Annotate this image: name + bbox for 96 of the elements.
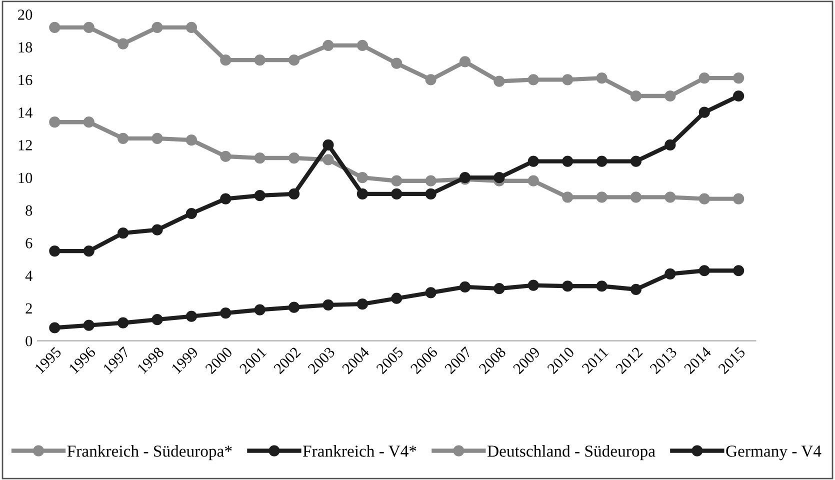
point xyxy=(118,38,129,50)
y-tick-label: 0 xyxy=(26,336,32,346)
point xyxy=(118,317,129,328)
point xyxy=(528,175,539,186)
point xyxy=(83,245,94,257)
point xyxy=(733,265,744,276)
y-tick-label: 16 xyxy=(18,74,32,86)
point xyxy=(494,283,505,294)
y-tick-label: 6 xyxy=(26,238,32,248)
point xyxy=(425,74,436,86)
point xyxy=(152,22,163,34)
point xyxy=(322,154,334,166)
point xyxy=(49,22,60,34)
point xyxy=(698,265,710,276)
point xyxy=(459,56,471,68)
point xyxy=(630,90,642,102)
point xyxy=(288,188,300,200)
point xyxy=(49,322,60,334)
point xyxy=(596,192,608,203)
point xyxy=(220,54,232,66)
point xyxy=(528,280,539,291)
point xyxy=(698,72,710,84)
point xyxy=(356,40,368,51)
point xyxy=(288,302,300,313)
point xyxy=(733,72,744,84)
point xyxy=(698,106,710,118)
point xyxy=(288,152,300,164)
y-tick-label: 20 xyxy=(18,10,32,20)
point xyxy=(562,156,574,167)
point xyxy=(391,292,402,304)
point xyxy=(186,134,198,146)
point xyxy=(356,298,368,310)
point xyxy=(254,152,266,164)
point xyxy=(459,281,471,292)
point xyxy=(254,54,266,66)
point xyxy=(152,132,163,144)
point xyxy=(391,58,402,69)
point xyxy=(83,116,94,128)
point xyxy=(288,54,300,66)
legend-label: Deutschland - Südeuropa xyxy=(488,445,656,460)
y-tick-label: 2 xyxy=(26,303,32,314)
point xyxy=(322,299,334,310)
point xyxy=(186,208,198,220)
point xyxy=(83,320,94,331)
point xyxy=(494,172,505,184)
point xyxy=(664,90,676,102)
legend-label: Germany - V4 xyxy=(726,446,822,460)
point xyxy=(425,188,436,200)
y-tick-label: 10 xyxy=(18,172,32,184)
point xyxy=(596,280,608,292)
point xyxy=(391,188,402,200)
point xyxy=(664,268,676,280)
y-tick-label: 14 xyxy=(18,108,32,118)
point xyxy=(425,287,436,298)
y-tick-label: 4 xyxy=(25,270,32,281)
point xyxy=(49,245,60,257)
point xyxy=(733,193,744,204)
point xyxy=(494,76,505,87)
point xyxy=(118,228,129,239)
y-tick-label: 12 xyxy=(18,140,32,150)
point xyxy=(220,150,232,162)
point xyxy=(562,192,574,203)
point xyxy=(630,192,642,203)
point xyxy=(186,310,198,322)
point xyxy=(220,193,232,204)
point xyxy=(186,22,198,34)
point xyxy=(152,224,163,236)
point xyxy=(254,190,266,202)
point xyxy=(118,132,129,144)
point xyxy=(698,193,710,204)
point xyxy=(664,139,676,151)
point xyxy=(630,284,642,295)
y-tick-label: 18 xyxy=(18,42,32,52)
point xyxy=(630,156,642,167)
point xyxy=(322,40,334,51)
point xyxy=(83,22,94,34)
point xyxy=(356,172,368,184)
point xyxy=(596,156,608,167)
point xyxy=(49,116,60,128)
point xyxy=(356,188,368,200)
point xyxy=(391,175,402,186)
legend-label: Frankreich - V4* xyxy=(303,445,416,457)
point xyxy=(220,308,232,319)
point xyxy=(528,156,539,167)
point xyxy=(425,175,436,186)
point xyxy=(528,74,539,86)
point xyxy=(562,280,574,292)
point xyxy=(254,304,266,316)
point xyxy=(562,74,574,86)
legend-label: Frankreich - Südeuropa* xyxy=(67,445,232,460)
point xyxy=(322,139,334,151)
point xyxy=(733,90,744,102)
point xyxy=(596,72,608,84)
point xyxy=(152,314,163,326)
point xyxy=(664,192,676,203)
y-tick-label: 8 xyxy=(26,205,32,216)
